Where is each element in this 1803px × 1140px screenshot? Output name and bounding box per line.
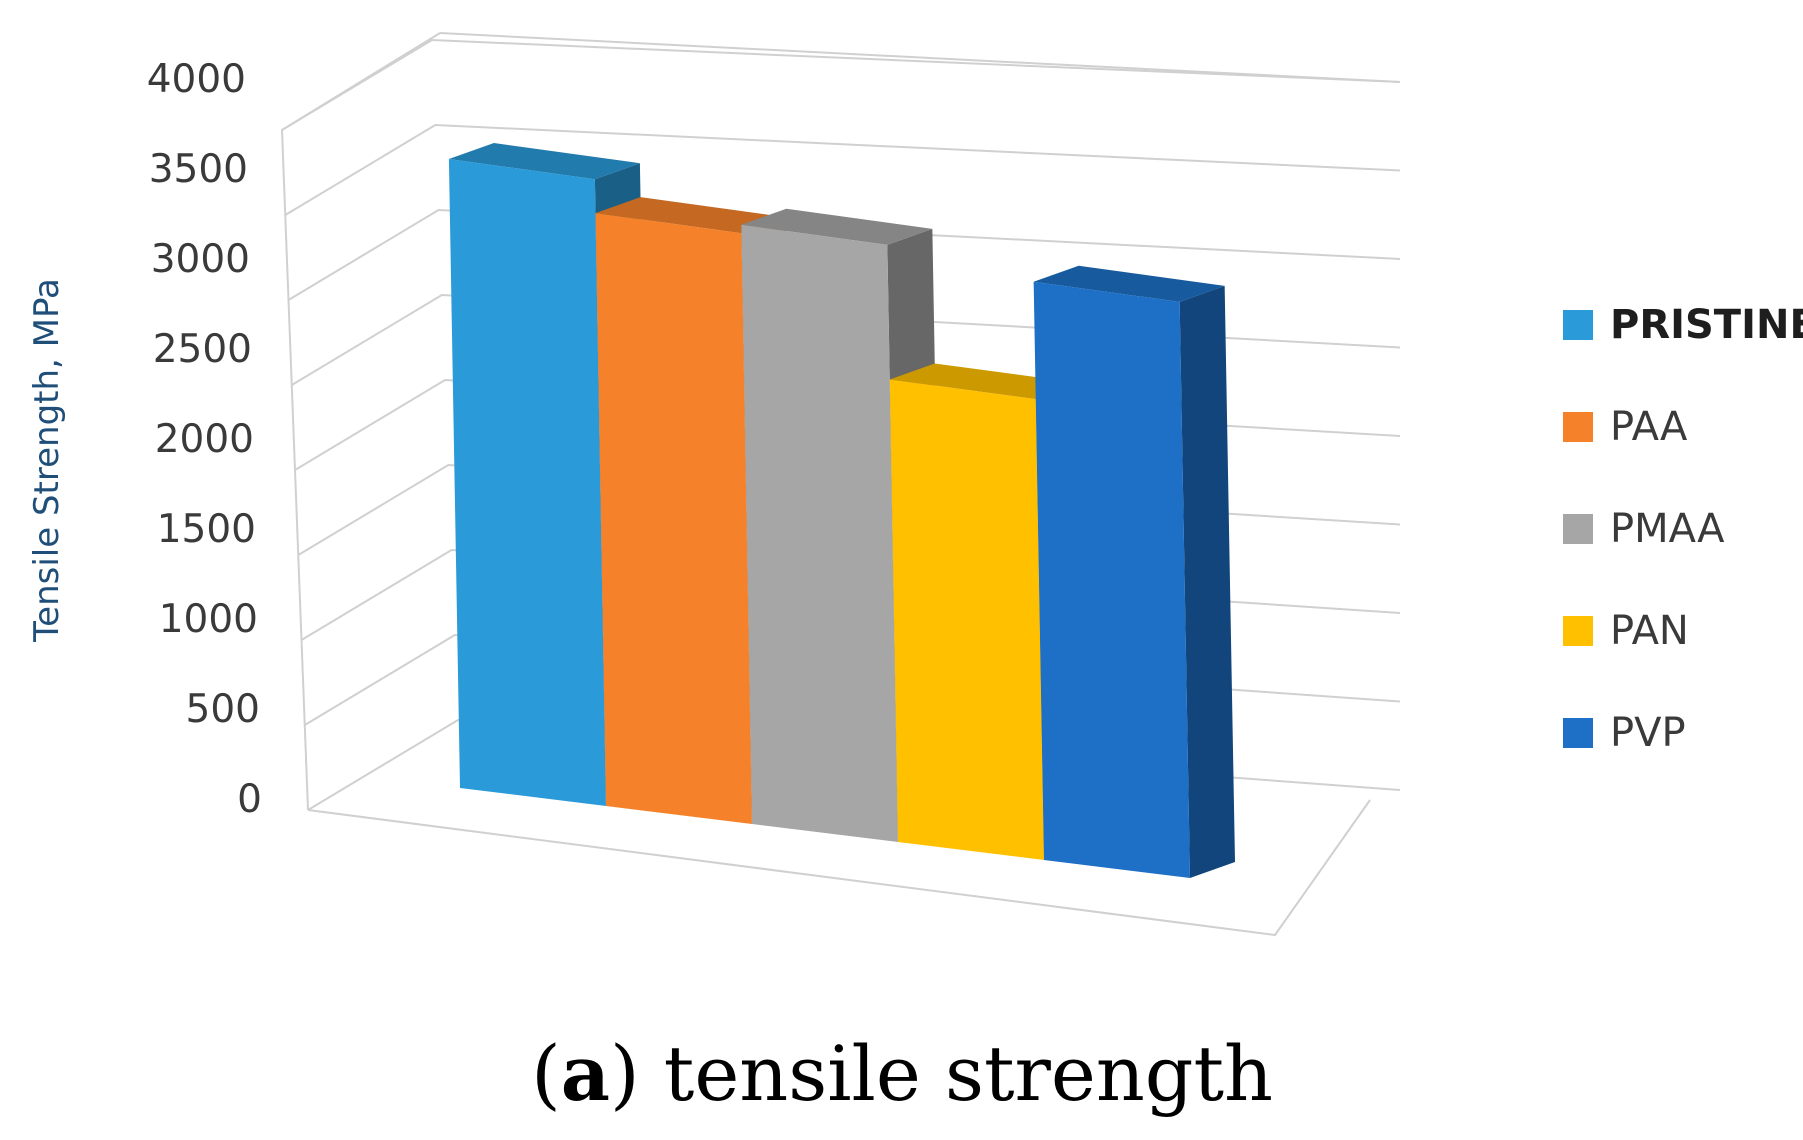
legend-swatch <box>1563 616 1593 646</box>
back-wall-top <box>439 32 1401 83</box>
bar-front-face <box>595 213 752 825</box>
bar-top-face <box>889 363 1081 400</box>
y-axis-ticks: 0 500 1000 1500 2000 2500 3000 3500 4000 <box>147 57 262 822</box>
legend-item-pan: PAN <box>1563 608 1689 654</box>
gridlines <box>281 38 1401 811</box>
legend-label: PRISTINE <box>1610 302 1803 348</box>
floor-edge <box>307 799 1371 937</box>
legend-item-pristine: PRISTINE <box>1563 302 1803 348</box>
bar-top-face <box>595 197 787 234</box>
caption-letter: a <box>561 1029 610 1118</box>
y-tick-label: 2500 <box>153 327 252 372</box>
legend-label: PAA <box>1610 404 1688 450</box>
bar-top-face <box>448 143 640 180</box>
left-wall-edge <box>280 32 441 811</box>
y-axis-label: Tensile Strength, MPa <box>27 278 67 643</box>
gridline <box>284 123 1401 216</box>
y-tick-label: 4000 <box>147 57 246 102</box>
y-tick-label: 1000 <box>159 597 258 642</box>
legend-item-pvp: PVP <box>1563 710 1686 756</box>
legend-swatch <box>1563 514 1593 544</box>
legend-swatch <box>1563 718 1593 748</box>
legend-item-paa: PAA <box>1563 404 1688 450</box>
legend-swatch <box>1563 310 1593 340</box>
caption-rest: ) tensile strength <box>610 1029 1273 1118</box>
bar-front-face <box>741 224 898 842</box>
y-tick-label: 1500 <box>157 507 256 552</box>
legend: PRISTINE PAA PMAA PAN PVP <box>1563 302 1803 756</box>
bar-front-face <box>448 159 606 806</box>
legend-label: PAN <box>1610 608 1689 654</box>
legend-label: PMAA <box>1610 506 1725 552</box>
bar-pvp <box>1033 265 1235 879</box>
legend-swatch <box>1563 412 1593 442</box>
y-tick-label: 3500 <box>149 147 248 192</box>
y-tick-label: 500 <box>186 687 260 732</box>
gridline <box>281 38 1401 131</box>
bar-top-face <box>741 208 933 245</box>
bar-top-face <box>1033 265 1225 302</box>
y-tick-label: 0 <box>237 777 262 822</box>
bar-side-face <box>1179 285 1235 879</box>
bar-front-face <box>889 379 1044 860</box>
gridline <box>287 208 1401 301</box>
figure-caption: (a) tensile strength <box>531 1029 1273 1118</box>
y-tick-label: 2000 <box>155 417 254 462</box>
bar-front-face <box>1033 281 1190 878</box>
caption-open: ( <box>531 1029 561 1118</box>
y-tick-label: 3000 <box>151 237 250 282</box>
bars <box>448 143 1235 879</box>
legend-label: PVP <box>1610 710 1686 756</box>
legend-item-pmaa: PMAA <box>1563 506 1725 552</box>
